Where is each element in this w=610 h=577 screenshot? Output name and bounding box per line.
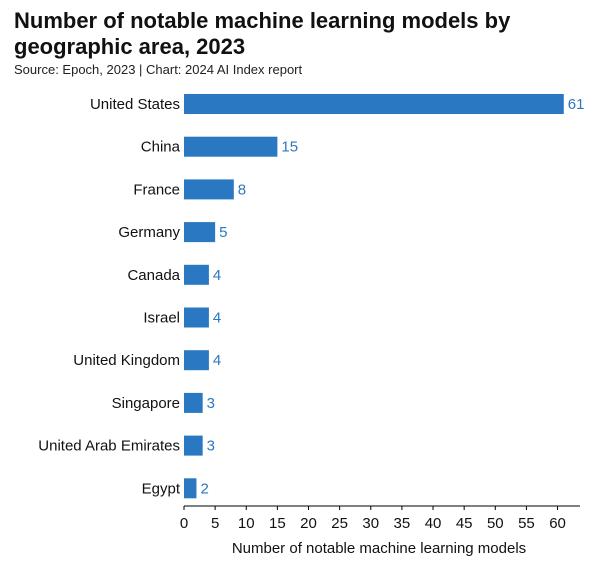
category-label-germany: Germany: [118, 224, 180, 241]
bar-israel: [184, 307, 209, 328]
bar-egypt: [184, 478, 197, 499]
x-tick-label: 35: [394, 515, 411, 532]
category-label-united-states: United States: [90, 96, 180, 113]
bar-france: [184, 179, 234, 200]
x-tick-label: 0: [180, 515, 188, 532]
x-tick-label: 5: [211, 515, 219, 532]
category-label-france: France: [133, 181, 180, 198]
chart-title: Number of notable machine learning model…: [14, 8, 511, 59]
x-tick-label: 45: [456, 515, 473, 532]
x-axis-ticks: 0 5 10 15 20 25 30 35 40 45 50 55 60: [180, 506, 566, 532]
x-tick-label: 60: [549, 515, 566, 532]
x-tick-label: 10: [238, 515, 255, 532]
bar-germany: [184, 222, 216, 243]
bar-united-states: [184, 94, 564, 114]
value-label-israel: 4: [213, 310, 221, 327]
value-label-france: 8: [238, 181, 246, 198]
bars-layer: [184, 94, 564, 499]
bar-united-arab-emirates: [184, 435, 203, 456]
value-label-singapore: 3: [207, 395, 215, 412]
bar-china: [184, 136, 278, 157]
category-labels: United States China France Germany Canada Isr…: [38, 96, 181, 497]
category-label-united-kingdom: United Kingdom: [73, 352, 180, 369]
category-label-china: China: [141, 139, 181, 156]
value-label-egypt: 2: [200, 480, 208, 497]
value-label-united-arab-emirates: 3: [207, 438, 215, 455]
category-label-united-arab-emirates: United Arab Emirates: [38, 438, 180, 455]
x-tick-label: 15: [269, 515, 286, 532]
value-label-germany: 5: [219, 224, 227, 241]
bar-canada: [184, 264, 209, 285]
value-label-united-states: 61: [568, 96, 585, 113]
category-label-israel: Israel: [143, 310, 180, 327]
x-axis-title: Number of notable machine learning model…: [232, 540, 526, 557]
value-label-canada: 4: [213, 267, 221, 284]
x-tick-label: 20: [300, 515, 317, 532]
chart-source: Source: Epoch, 2023 | Chart: 2024 AI Ind…: [14, 62, 303, 77]
category-label-singapore: Singapore: [112, 395, 180, 412]
value-labels: 61 15 8 5 4 4 4 3 3 2: [200, 96, 584, 497]
x-tick-label: 30: [362, 515, 379, 532]
x-tick-label: 55: [518, 515, 535, 532]
category-label-egypt: Egypt: [142, 480, 181, 497]
category-label-canada: Canada: [127, 267, 180, 284]
x-tick-label: 40: [425, 515, 442, 532]
bar-singapore: [184, 392, 203, 413]
bar-united-kingdom: [184, 350, 209, 371]
value-label-china: 15: [281, 139, 298, 156]
value-label-united-kingdom: 4: [213, 352, 221, 369]
x-tick-label: 50: [487, 515, 504, 532]
x-tick-label: 25: [331, 515, 348, 532]
